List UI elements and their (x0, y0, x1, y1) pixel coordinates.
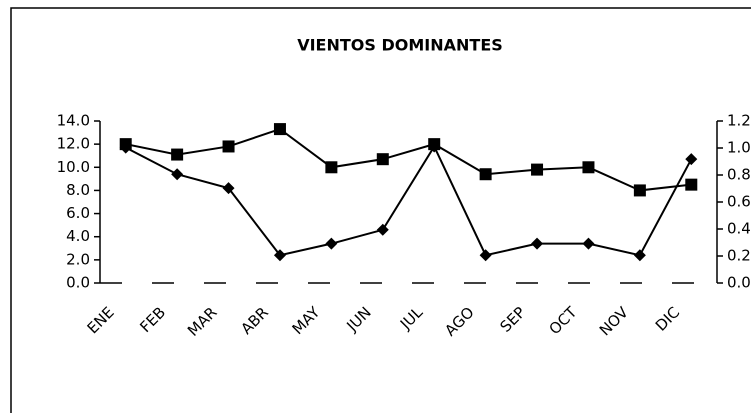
marker-diamond (273, 249, 286, 262)
marker-square (479, 168, 492, 181)
chart-border (10, 7, 751, 413)
marker-square (531, 163, 544, 176)
y-tick-label: 0.0 (66, 274, 90, 292)
marker-diamond (685, 153, 698, 166)
x-tick-label: OCT (546, 303, 582, 339)
y2-tick-label: 0.8 (727, 166, 751, 184)
marker-diamond (582, 237, 595, 250)
y2-tick-label: 0.4 (727, 220, 751, 238)
y-tick-label: 4.0 (66, 227, 90, 245)
y2-tick-label: 1.0 (727, 139, 751, 157)
x-tick-label: JUL (396, 303, 427, 334)
x-tick-label: ENE (84, 303, 118, 337)
y-tick-label: 8.0 (66, 181, 90, 199)
y2-tick-label: 1.2 (727, 112, 751, 130)
marker-square (273, 123, 286, 136)
marker-diamond (325, 237, 338, 250)
marker-diamond (171, 168, 184, 181)
x-tick-label: ABR (237, 303, 272, 338)
marker-square (325, 161, 338, 174)
y2-tick-label: 0.2 (727, 247, 751, 265)
x-tick-label: FEB (136, 303, 169, 336)
marker-square (171, 148, 184, 161)
line (125, 127, 692, 192)
x-tick-label: JUN (343, 303, 375, 335)
y2-tick-label: 0.0 (727, 274, 751, 292)
y-tick-label: 14.0 (57, 112, 90, 130)
marker-diamond (222, 182, 235, 195)
x-tick-label: DIC (652, 303, 683, 334)
y-tick-label: 2.0 (66, 250, 90, 268)
marker-square (685, 178, 698, 191)
y-tick-label: 10.0 (57, 158, 90, 176)
y2-tick-label: 0.6 (727, 193, 751, 211)
chart-title: VIENTOS DOMINANTES (297, 36, 503, 55)
line (125, 144, 693, 257)
marker-square (222, 140, 235, 153)
x-tick-label: MAY (289, 303, 324, 338)
marker-diamond (376, 223, 389, 236)
x-tick-label: NOV (596, 303, 633, 340)
y-tick-label: 12.0 (57, 135, 90, 153)
marker-square (582, 161, 595, 174)
marker-square (376, 153, 389, 166)
x-tick-label: AGO (441, 303, 477, 339)
marker-diamond (633, 249, 646, 262)
marker-diamond (119, 141, 132, 154)
x-tick-label: SEP (496, 303, 529, 336)
x-tick-label: MAR (184, 303, 221, 340)
marker-diamond (428, 140, 441, 153)
y-tick-label: 6.0 (66, 204, 90, 222)
marker-diamond (479, 249, 492, 262)
marker-diamond (531, 237, 544, 250)
marker-square (633, 184, 646, 197)
